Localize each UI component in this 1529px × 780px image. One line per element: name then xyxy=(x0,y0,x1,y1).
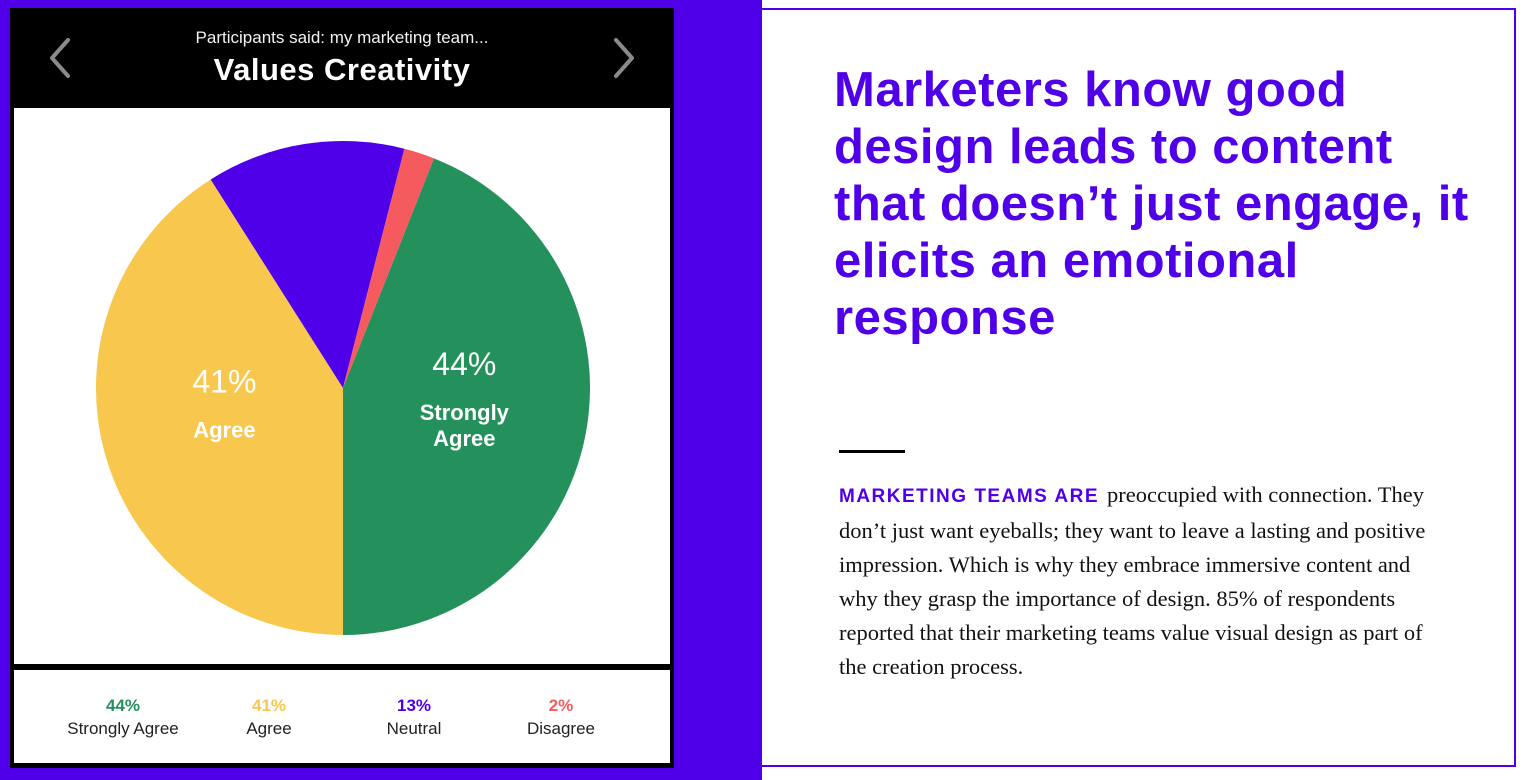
legend-item-disagree: 2% Disagree xyxy=(481,696,641,739)
chart-header: Participants said: my marketing team... … xyxy=(10,8,674,108)
legend-item-agree: 41% Agree xyxy=(189,696,349,739)
legend-percent: 44% xyxy=(105,696,141,715)
slice-percent-label: 44% xyxy=(432,346,496,382)
body-text: preoccupied with connection. They don’t … xyxy=(839,482,1426,679)
chevron-right-icon xyxy=(614,38,634,78)
article-headline: Marketers know good design leads to cont… xyxy=(834,63,1469,345)
pie-slice-neutral xyxy=(210,141,405,388)
chart-subtitle: Participants said: my marketing team... xyxy=(195,28,489,47)
next-slide-button[interactable] xyxy=(608,36,638,80)
chevron-left-icon xyxy=(50,38,70,78)
legend-percent: 41% xyxy=(251,696,287,715)
pie-chart-area: 44% Strongly Agree 41% Agree xyxy=(14,108,670,664)
right-rule xyxy=(1514,8,1516,767)
article-column: Marketers know good design leads to cont… xyxy=(762,0,1529,780)
legend-label: Agree xyxy=(246,719,292,738)
legend-percent: 13% xyxy=(396,696,432,715)
legend-item-neutral: 13% Neutral xyxy=(334,696,494,739)
legend-label: Neutral xyxy=(386,719,442,738)
pie-slice-disagree xyxy=(343,148,434,388)
chart-legend: 44% Strongly Agree 41% Agree 13% Neutral… xyxy=(14,670,670,763)
chart-title: Values Creativity xyxy=(213,52,471,87)
legend-percent: 2% xyxy=(548,696,574,715)
body-lead-in: MARKETING TEAMS ARE xyxy=(839,486,1100,507)
slice-name-label: Agree xyxy=(193,417,255,442)
left-background: Participants said: my marketing team... … xyxy=(0,0,762,780)
slice-name-label: Agree xyxy=(433,426,495,451)
previous-slide-button[interactable] xyxy=(46,36,76,80)
legend-label: Strongly Agree xyxy=(67,719,179,738)
divider xyxy=(839,450,905,453)
pie-slice-strongly-agree xyxy=(343,158,591,635)
article-body: MARKETING TEAMS ARE preoccupied with conn… xyxy=(839,478,1439,684)
top-rule xyxy=(762,8,1516,10)
slice-label-agree: 41% Agree xyxy=(192,363,256,442)
legend-label: Disagree xyxy=(526,719,596,738)
chart-card: Participants said: my marketing team... … xyxy=(10,8,674,768)
slice-name-label: Strongly xyxy=(420,400,510,425)
pie-slice-agree xyxy=(95,179,343,636)
slice-percent-label: 41% xyxy=(192,363,256,399)
legend-item-strongly-agree: 44% Strongly Agree xyxy=(43,696,203,739)
bottom-rule xyxy=(762,765,1516,767)
